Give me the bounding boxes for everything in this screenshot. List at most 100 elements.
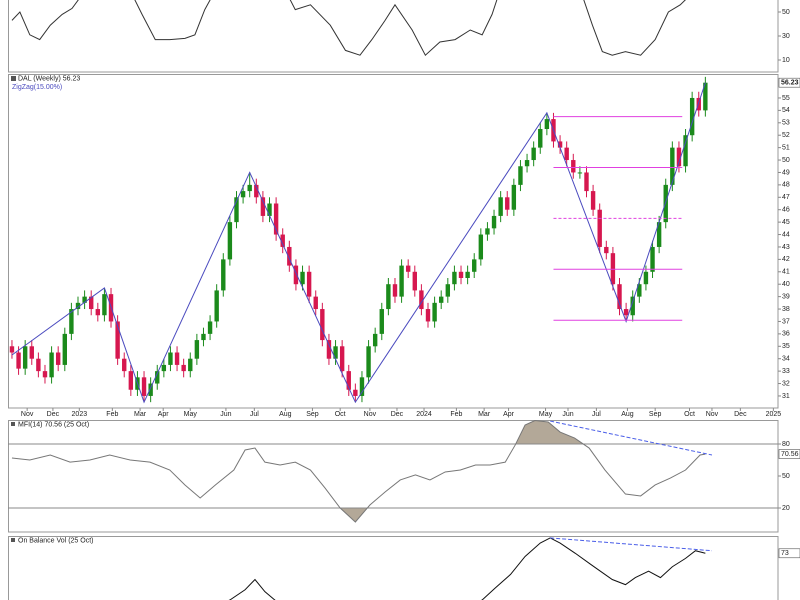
candle-body: [75, 302, 81, 310]
x-tick-label: Nov: [706, 411, 719, 418]
y-tick-label: 39: [782, 293, 790, 300]
panel-title: On Balance Vol (25 Oct): [18, 537, 93, 544]
candle-body: [498, 197, 503, 216]
zigzag-legend: ZigZag(15.00%): [12, 84, 62, 91]
candle-body: [617, 284, 622, 310]
candle-body: [22, 346, 28, 369]
panel-layer: [11, 0, 686, 57]
title-icon: [11, 76, 15, 80]
candle-body: [161, 364, 167, 372]
candle-body: [293, 265, 299, 285]
panel-title: DAL (Weekly) 56.23: [18, 75, 80, 82]
x-tick-label: Oct: [684, 411, 695, 418]
y-tick-label: 36: [782, 331, 790, 338]
candle-body: [300, 271, 305, 285]
x-tick-label: 2025: [766, 411, 782, 418]
y-tick-label: 52: [782, 132, 790, 139]
candle-body: [458, 271, 464, 279]
candle-body: [511, 184, 517, 210]
candle-body: [564, 147, 569, 161]
candle-body: [465, 271, 470, 279]
candle-body: [346, 371, 351, 390]
y-tick-label: 55: [782, 95, 790, 102]
candle-body: [82, 296, 87, 303]
last-value-label: 70.56: [781, 451, 799, 458]
x-tick-label: May: [539, 411, 553, 418]
y-tick-label: 50: [782, 9, 790, 16]
candle-body: [571, 160, 576, 173]
x-tick-label: Nov: [21, 411, 34, 418]
candle-body: [234, 197, 239, 223]
candle-body: [359, 377, 365, 396]
y-tick-label: 50: [782, 473, 790, 480]
last-price-box: [778, 77, 800, 88]
candle-body: [590, 191, 596, 210]
candle-body: [557, 141, 563, 148]
candle-body: [9, 346, 15, 353]
candle-body: [221, 259, 226, 291]
candle-body: [412, 271, 417, 291]
x-tick-label: Dec: [391, 411, 404, 418]
x-tick-label: Dec: [734, 411, 747, 418]
candle-body: [287, 246, 292, 266]
candle-body: [683, 135, 688, 167]
trend-line: [550, 537, 712, 552]
candle-body: [531, 147, 536, 161]
y-tick-label: 35: [782, 343, 790, 350]
candle-body: [280, 234, 285, 247]
candle-body: [55, 352, 61, 365]
x-tick-label: Sep: [306, 411, 319, 418]
candle-body: [29, 346, 34, 359]
y-tick-label: 42: [782, 256, 790, 263]
candle-body: [141, 377, 147, 396]
candle-body: [254, 184, 259, 198]
panel-layer: [9, 76, 708, 404]
candle-body: [181, 364, 186, 372]
candle-body: [491, 215, 497, 229]
x-tick-label: Aug: [279, 411, 292, 418]
candle-body: [610, 253, 616, 285]
candle-body: [432, 302, 437, 322]
candle-body: [306, 271, 312, 297]
candle-body: [102, 294, 107, 316]
candle-body: [689, 97, 695, 136]
candle-body: [419, 290, 424, 310]
candle-body: [524, 160, 530, 167]
y-tick-label: 51: [782, 144, 790, 151]
candle-body: [128, 371, 134, 390]
candle-body: [643, 271, 649, 285]
x-tick-label: Nov: [364, 411, 377, 418]
candle-body: [425, 309, 431, 322]
last-value-box: [778, 449, 800, 459]
candle-body: [604, 246, 609, 254]
x-tick-label: Mar: [478, 411, 491, 418]
x-tick-label: Jul: [250, 411, 259, 418]
candle-body: [656, 222, 662, 247]
candle-body: [372, 333, 378, 347]
candle-body: [69, 309, 74, 334]
candle-body: [597, 209, 602, 247]
candle-body: [273, 203, 279, 235]
last-value-box: [778, 548, 800, 559]
candle-body: [544, 119, 550, 130]
title-icon: [11, 538, 15, 542]
y-tick-label: 31: [782, 393, 790, 400]
candle-body: [115, 321, 120, 359]
panel-title: MFI(14) 70.56 (25 Oct): [18, 421, 89, 428]
overbought-fill: [11, 420, 706, 444]
title-icon: [11, 422, 15, 426]
candle-body: [577, 172, 583, 174]
y-tick-label: 50: [782, 157, 790, 164]
candle-body: [89, 296, 94, 310]
y-tick-label: 33: [782, 368, 790, 375]
mfi-panel: [8, 420, 779, 533]
y-tick-label: 80: [782, 441, 790, 448]
candle-body: [623, 309, 629, 316]
x-tick-label: Sep: [649, 411, 662, 418]
y-tick-label: 32: [782, 380, 790, 387]
candle-body: [247, 184, 252, 192]
candle-body: [703, 82, 708, 111]
candle-body: [399, 265, 404, 297]
y-tick-label: 30: [782, 33, 790, 40]
